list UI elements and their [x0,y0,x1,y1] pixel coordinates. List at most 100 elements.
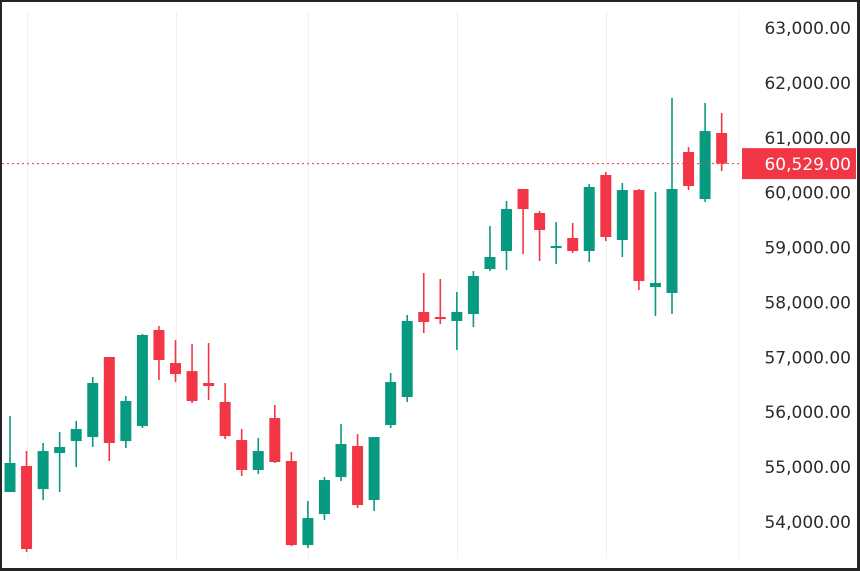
candle-down[interactable] [203,343,215,401]
candle-body [451,311,463,321]
price-axis-tick-label: 62,000.00 [764,74,851,94]
candle-body [70,429,82,442]
candle-body [583,187,595,252]
candle-body [385,382,397,426]
candle-up[interactable] [302,501,314,549]
candle-body [203,383,215,387]
candle-down[interactable] [434,279,446,325]
candle-up[interactable] [401,315,413,403]
candle-up[interactable] [385,373,397,429]
price-axis-tick-label: 54,000.00 [764,513,851,533]
last-price-tag: 60,529.00 [742,148,856,180]
candle-down[interactable] [236,429,248,477]
candle-body [285,461,297,546]
candle-up[interactable] [87,377,99,448]
candle-body [318,480,330,515]
candle-up[interactable] [54,432,66,493]
candle-down[interactable] [352,434,364,509]
candle-down[interactable] [170,340,181,383]
candle-up[interactable] [550,222,562,265]
candle-body [136,334,148,427]
candle-body [21,466,33,550]
candle-up[interactable] [451,292,463,351]
candle-body [103,357,115,444]
price-axis-tick-label: 60,000.00 [764,184,851,204]
candle-body [54,447,66,454]
candle-up[interactable] [335,424,347,482]
candle-body [683,151,695,187]
candle-down[interactable] [269,405,281,463]
candle-up[interactable] [136,334,148,429]
candle-body [87,383,99,438]
candle-up[interactable] [252,438,264,475]
candle-up[interactable] [649,192,661,317]
candle-body [616,190,628,241]
grid-lines [27,11,607,559]
candle-up[interactable] [699,102,711,202]
candle-down[interactable] [186,343,198,404]
price-axis-tick-label: 63,000.00 [764,19,851,39]
candle-body [534,213,546,230]
candle-body [666,188,678,294]
candle-down[interactable] [683,146,695,191]
price-axis-tick-label: 56,000.00 [764,403,851,423]
candle-body [418,311,430,322]
candle-up[interactable] [583,183,595,262]
candle-down[interactable] [716,113,728,172]
candle-up[interactable] [120,396,132,449]
candle-down[interactable] [21,451,33,553]
candle-body [699,131,711,200]
candle-up[interactable] [37,443,49,501]
candle-body [467,276,479,315]
candle-body [501,209,512,252]
candle-body [37,451,49,490]
candle-body [550,246,562,249]
candle-up[interactable] [666,97,678,315]
price-axis[interactable]: 63,000.00 62,000.00 61,000.00 60,000.00 59,0… [764,19,851,533]
candle-body [120,401,132,442]
last-price-label: 60,529.00 [764,155,851,175]
candle-up[interactable] [368,437,380,512]
candle-body [484,256,496,270]
candle-body [368,437,380,501]
candle-down[interactable] [567,223,579,254]
candle-body [335,444,347,478]
candle-up[interactable] [616,183,628,257]
candle-down[interactable] [600,172,612,242]
candle-body [170,363,181,375]
candle-body [716,133,728,164]
candle-down[interactable] [534,210,546,262]
candle-up[interactable] [318,477,330,521]
candle-body [434,316,446,320]
candle-body [633,190,645,282]
candle-body [219,402,231,437]
candle-down[interactable] [633,188,645,291]
candle-body [600,174,612,238]
candle-down[interactable] [418,273,430,334]
candle-body [302,518,314,546]
candle-down[interactable] [219,383,231,440]
candle-up[interactable] [70,421,82,468]
candle-down[interactable] [517,188,529,255]
candle-body [649,283,661,288]
candle-body [567,238,579,252]
candle-up[interactable] [484,226,496,271]
price-axis-tick-label: 57,000.00 [764,348,851,368]
candle-body [153,329,165,361]
candle-up[interactable] [467,270,479,328]
candle-down[interactable] [285,452,297,547]
candle-up[interactable] [4,416,16,493]
candle-body [517,188,529,210]
candle-down[interactable] [103,357,115,462]
candles [4,97,728,553]
price-axis-tick-label: 61,000.00 [764,129,851,149]
candle-down[interactable] [153,326,165,381]
price-axis-tick-label: 58,000.00 [764,293,851,313]
candle-up[interactable] [501,201,512,271]
price-axis-tick-label: 55,000.00 [764,458,851,478]
last-price-tag-background [742,148,856,180]
candle-body [352,446,364,506]
candle-body [236,440,248,471]
